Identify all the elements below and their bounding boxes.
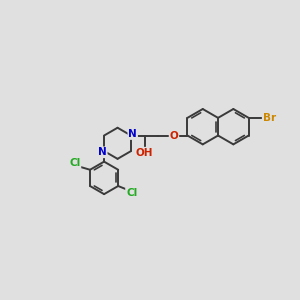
Text: Br: Br xyxy=(263,113,276,123)
Text: N: N xyxy=(128,129,137,139)
Text: N: N xyxy=(98,147,107,157)
Text: O: O xyxy=(169,130,178,140)
Text: OH: OH xyxy=(136,148,153,158)
Text: Cl: Cl xyxy=(126,188,137,198)
Text: Cl: Cl xyxy=(69,158,80,168)
